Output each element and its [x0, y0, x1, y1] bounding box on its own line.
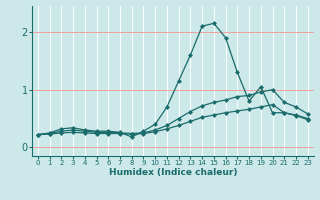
X-axis label: Humidex (Indice chaleur): Humidex (Indice chaleur) [108, 168, 237, 177]
